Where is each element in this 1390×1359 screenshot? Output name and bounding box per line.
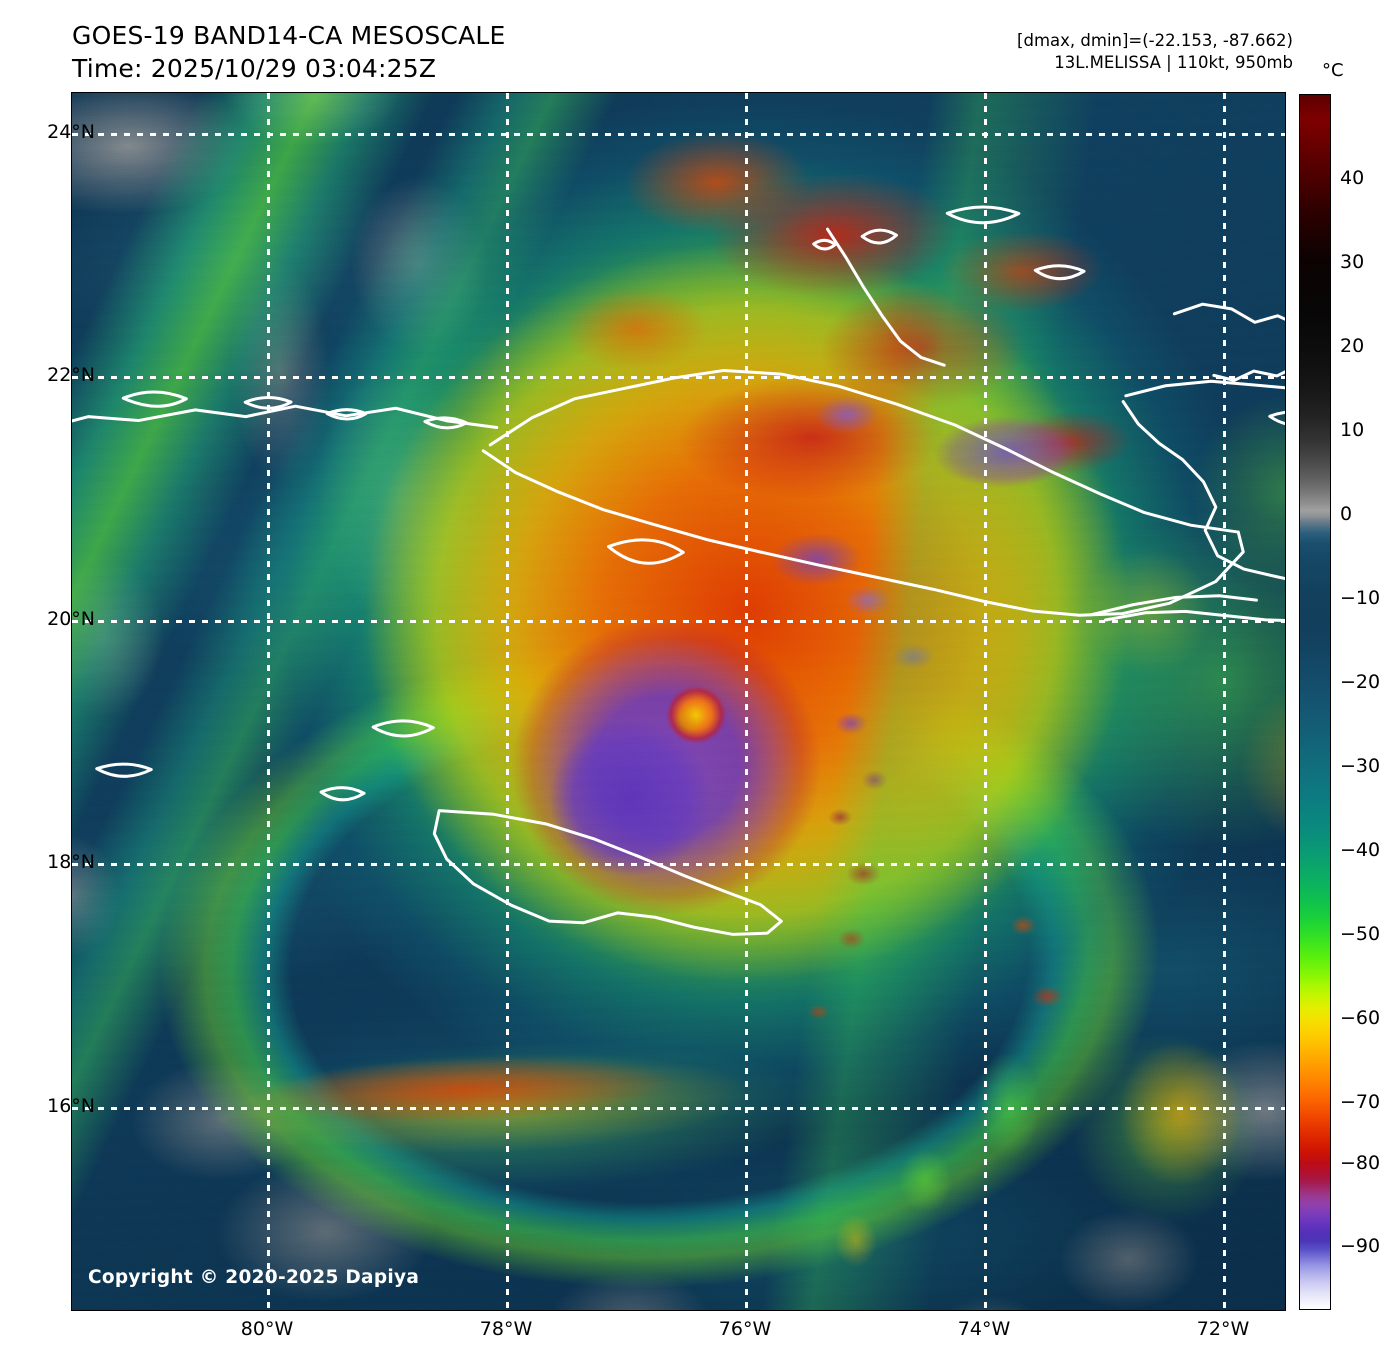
ytick-22n: 22°N — [47, 364, 95, 386]
figure-title-block: GOES-19 BAND14-CA MESOSCALE Time: 2025/1… — [72, 20, 506, 85]
ytick-16n: 16°N — [47, 1095, 95, 1117]
colorbar-tick-30: 30 — [1340, 251, 1365, 273]
colorbar-tick-40: 40 — [1340, 167, 1365, 189]
colorbar[interactable] — [1299, 94, 1331, 1310]
timestamp-label: Time: 2025/10/29 03:04:25Z — [72, 53, 437, 83]
colorbar-tick-10: 10 — [1340, 419, 1365, 441]
colorbar-tick-m90: −90 — [1340, 1235, 1381, 1257]
coastline-overlay — [72, 205, 1285, 937]
ytick-24n: 24°N — [47, 121, 95, 143]
colorbar-units-label: °C — [1322, 60, 1344, 81]
colorbar-tick-m50: −50 — [1340, 923, 1381, 945]
colorbar-tick-m70: −70 — [1340, 1091, 1381, 1113]
storm-info-label: 13L.MELISSA | 110kt, 950mb — [1054, 53, 1293, 73]
satellite-image-canvas: Copyright © 2020-2025 Dapiya — [72, 93, 1285, 1310]
satellite-plot-area[interactable]: Copyright © 2020-2025 Dapiya — [71, 92, 1286, 1311]
colorbar-tick-m30: −30 — [1340, 755, 1381, 777]
colorbar-tick-m80: −80 — [1340, 1152, 1381, 1174]
xtick-74w: 74°W — [957, 1318, 1011, 1340]
colorbar-tick-m40: −40 — [1340, 839, 1381, 861]
colorbar-tick-20: 20 — [1340, 335, 1365, 357]
colorbar-tick-0: 0 — [1340, 503, 1353, 525]
dmax-dmin-label: [dmax, dmin]=(-22.153, -87.662) — [1017, 31, 1293, 50]
colorbar-tick-m10: −10 — [1340, 587, 1381, 609]
colorbar-tick-m60: −60 — [1340, 1007, 1381, 1029]
xtick-72w: 72°W — [1196, 1318, 1250, 1340]
ytick-18n: 18°N — [47, 851, 95, 873]
colorbar-tick-m20: −20 — [1340, 671, 1381, 693]
ytick-20n: 20°N — [47, 608, 95, 630]
figure-metadata-block: [dmax, dmin]=(-22.153, -87.662) 13L.MELI… — [1017, 30, 1293, 75]
xtick-78w: 78°W — [479, 1318, 533, 1340]
copyright-label: Copyright © 2020-2025 Dapiya — [88, 1267, 420, 1288]
xtick-80w: 80°W — [240, 1318, 294, 1340]
xtick-76w: 76°W — [718, 1318, 772, 1340]
page-title: GOES-19 BAND14-CA MESOSCALE — [72, 21, 506, 50]
satellite-swath — [72, 93, 1285, 1310]
